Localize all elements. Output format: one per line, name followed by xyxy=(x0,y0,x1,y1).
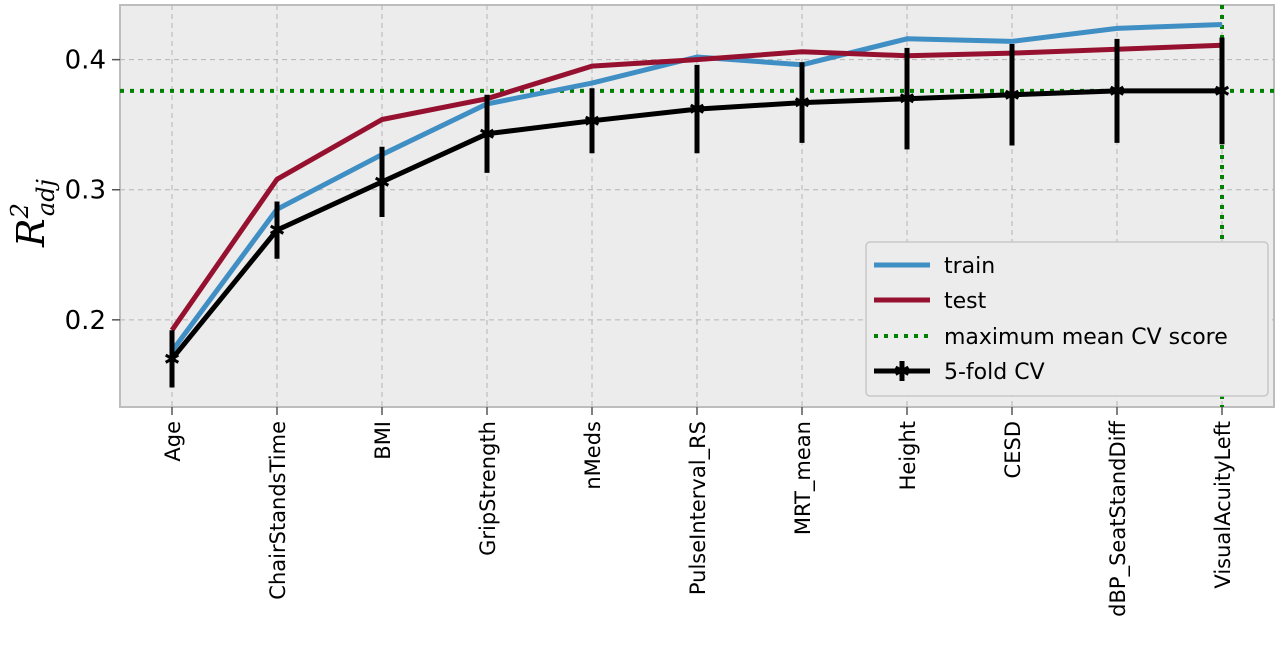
x-tick-label: Height xyxy=(896,421,920,490)
y-axis-label: R2adj xyxy=(6,178,60,248)
legend: train test maximum mean CV score ✱ 5-fol… xyxy=(865,241,1269,397)
x-tick-label: GripStrength xyxy=(476,421,500,556)
legend-test-label: test xyxy=(944,289,987,314)
cv-point-marker: ✱ xyxy=(1214,79,1231,103)
legend-max-cv-label: maximum mean CV score xyxy=(944,325,1228,350)
x-tick-label: PulseInterval_RS xyxy=(686,421,711,595)
x-tick-label: CESD xyxy=(1001,421,1025,478)
x-tick-label: nMeds xyxy=(581,421,605,490)
legend-cv-label: 5-fold CV xyxy=(944,360,1045,385)
legend-train-label: train xyxy=(944,254,995,279)
y-tick-label: 0.4 xyxy=(65,46,106,76)
x-tick-label: VisualAcuityLeft xyxy=(1211,421,1235,589)
legend-box xyxy=(865,241,1269,397)
cv-series-line xyxy=(170,88,1222,361)
cv-point-marker: ✱ xyxy=(1109,79,1126,103)
cv-point-marker: ✱ xyxy=(479,122,496,146)
cv-point-marker: ✱ xyxy=(164,347,181,371)
cv-point-marker: ✱ xyxy=(1004,83,1021,107)
x-tick-label: dBP_SeatStandDiff xyxy=(1106,420,1131,616)
cv-point-marker: ✱ xyxy=(269,218,286,242)
cv-point-marker: ✱ xyxy=(689,97,706,121)
x-tick-label: MRT_mean xyxy=(791,421,816,535)
cv-point-marker: ✱ xyxy=(584,109,601,133)
x-ticks: Age ChairStandsTime BMI GripStrength nMeds Pu… xyxy=(161,407,1235,617)
y-ticks: 0.2 0.3 0.4 xyxy=(65,46,120,336)
x-tick-label: ChairStandsTime xyxy=(266,421,290,600)
y-tick-label: 0.3 xyxy=(65,176,106,206)
y-tick-label: 0.2 xyxy=(65,306,106,336)
test-series-line xyxy=(169,42,1223,332)
x-tick-label: BMI xyxy=(371,421,395,460)
series-layer: ✱ ✱ ✱ ✱ ✱ ✱ ✱ ✱ ✱ ✱ ✱ xyxy=(164,22,1231,388)
x-tick-label: Age xyxy=(161,421,185,462)
cv-point-marker: ✱ xyxy=(794,91,811,115)
cv-point-marker: ✱ xyxy=(899,87,916,111)
cv-point-marker: ✱ xyxy=(374,170,391,194)
legend-cv-marker: ✱ xyxy=(894,359,911,383)
train-series-line xyxy=(169,22,1223,353)
